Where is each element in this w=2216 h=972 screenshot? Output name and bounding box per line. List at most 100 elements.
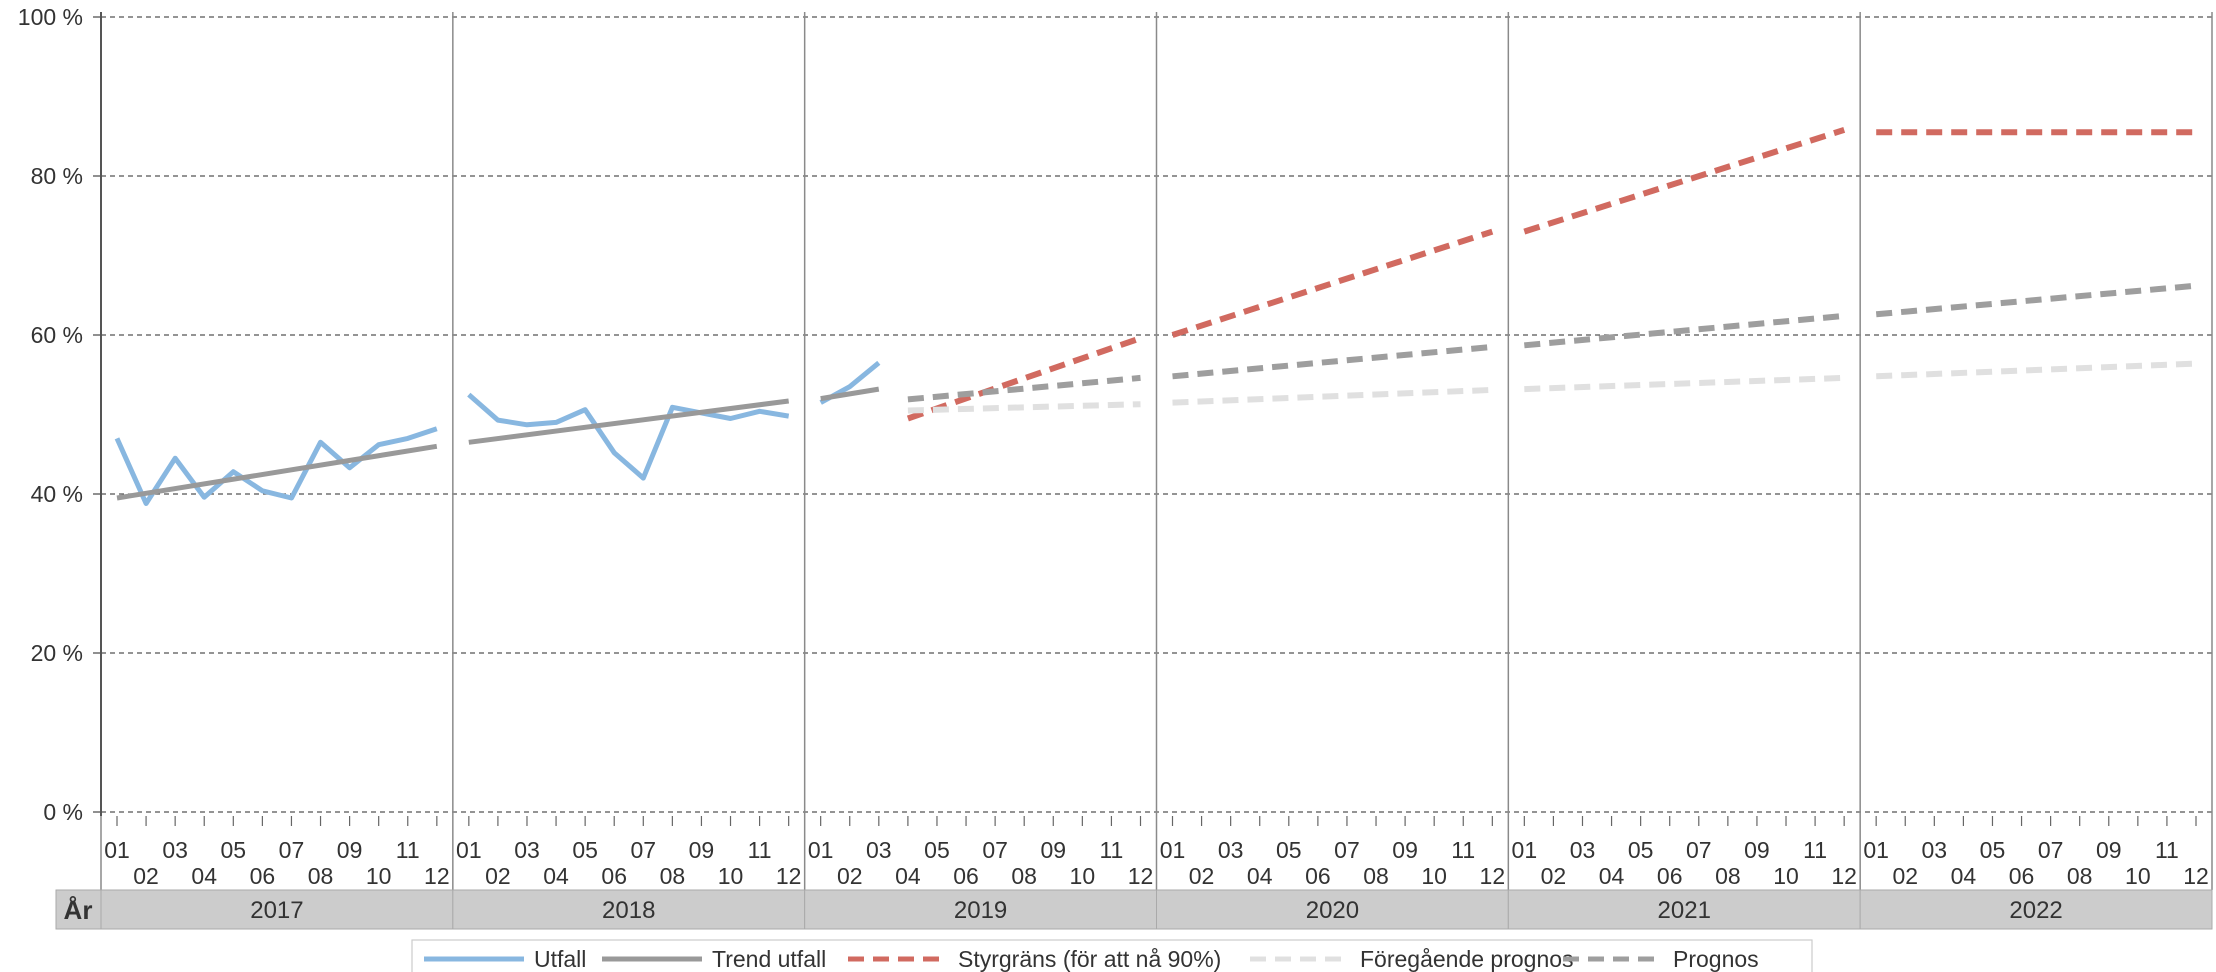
y-tick-label: 60 % xyxy=(31,322,83,348)
series-line xyxy=(1523,127,1846,235)
x-tick-label: 07 xyxy=(982,837,1008,863)
x-tick-label: 08 xyxy=(1715,863,1741,889)
x-tick-label: 09 xyxy=(1744,837,1770,863)
x-tick-label: 01 xyxy=(1512,837,1538,863)
series-line xyxy=(114,426,438,506)
legend-box xyxy=(411,939,1813,972)
x-tick-label: 11 xyxy=(1451,837,1475,863)
y-axis-ticks: 0 % 20 % 40 % 60 % 80 % 100 % xyxy=(18,4,101,825)
x-tick-label: 08 xyxy=(1011,863,1037,889)
x-tick-label: 10 xyxy=(366,863,392,889)
year-cell xyxy=(1507,889,1861,930)
x-tick-label: 06 xyxy=(1657,863,1683,889)
series-line xyxy=(820,386,880,402)
x-tick-label: 05 xyxy=(1628,837,1654,863)
x-tick-label: 04 xyxy=(191,863,217,889)
year-bar: År 2017 2018 2019 2020 2021 2022 xyxy=(55,889,2213,930)
series-trend-utfall xyxy=(116,386,880,501)
year-label: 2020 xyxy=(1306,897,1359,924)
series-layer xyxy=(114,127,2197,506)
y-tick-label: 40 % xyxy=(31,481,83,507)
x-tick-label: 12 xyxy=(1831,863,1857,889)
x-tick-label: 09 xyxy=(337,837,363,863)
y-tick-label: 0 % xyxy=(43,799,83,825)
x-axis-months: 0102030405060708091011120102030405060708… xyxy=(104,816,2209,889)
x-tick-label: 10 xyxy=(1773,863,1799,889)
x-tick-label: 07 xyxy=(630,837,656,863)
x-tick-label: 06 xyxy=(601,863,627,889)
x-tick-label: 11 xyxy=(396,837,420,863)
x-tick-label: 07 xyxy=(2038,837,2064,863)
x-tick-label: 12 xyxy=(2183,863,2209,889)
y-tick-label: 100 % xyxy=(18,4,83,30)
x-tick-label: 02 xyxy=(1189,863,1215,889)
series-f-reg-ende-prognos xyxy=(907,360,2197,414)
series-line xyxy=(1524,374,1845,393)
x-tick-label: 10 xyxy=(2125,863,2151,889)
x-tick-label: 02 xyxy=(837,863,863,889)
x-tick-label: 11 xyxy=(2155,837,2179,863)
year-axis-title-cell xyxy=(55,889,102,930)
x-tick-label: 02 xyxy=(133,863,159,889)
x-tick-label: 12 xyxy=(776,863,802,889)
x-tick-label: 09 xyxy=(689,837,715,863)
legend-label: Trend utfall xyxy=(712,946,826,972)
x-tick-label: 07 xyxy=(1334,837,1360,863)
x-tick-label: 06 xyxy=(250,863,276,889)
x-tick-label: 11 xyxy=(1099,837,1123,863)
x-tick-label: 08 xyxy=(308,863,334,889)
y-tick-label: 80 % xyxy=(31,163,83,189)
x-tick-label: 06 xyxy=(1305,863,1331,889)
x-tick-label: 02 xyxy=(1892,863,1918,889)
x-tick-label: 11 xyxy=(1803,837,1827,863)
series-line xyxy=(1876,360,2197,380)
x-tick-label: 08 xyxy=(660,863,686,889)
x-tick-label: 05 xyxy=(1276,837,1302,863)
x-tick-label: 03 xyxy=(514,837,540,863)
x-tick-label: 03 xyxy=(1922,837,1948,863)
series-line xyxy=(907,401,1141,414)
series-utfall xyxy=(114,360,881,506)
legend-label: Föregående prognos xyxy=(1360,946,1574,972)
x-tick-label: 04 xyxy=(1247,863,1273,889)
x-tick-label: 12 xyxy=(1480,863,1506,889)
x-axis-title: År xyxy=(64,895,93,925)
x-tick-label: 06 xyxy=(953,863,979,889)
series-prognos xyxy=(907,282,2197,403)
x-tick-label: 01 xyxy=(1863,837,1889,863)
x-tick-label: 01 xyxy=(456,837,482,863)
year-label: 2019 xyxy=(954,897,1007,924)
x-tick-label: 12 xyxy=(424,863,450,889)
year-label: 2022 xyxy=(2009,897,2062,924)
x-tick-label: 10 xyxy=(1070,863,1096,889)
x-tick-label: 01 xyxy=(104,837,130,863)
x-tick-label: 07 xyxy=(279,837,305,863)
x-tick-label: 04 xyxy=(1599,863,1625,889)
x-tick-label: 07 xyxy=(1686,837,1712,863)
series-line xyxy=(1172,343,1493,380)
legend-label: Prognos xyxy=(1673,946,1759,972)
series-line xyxy=(1171,228,1494,338)
x-tick-label: 03 xyxy=(162,837,188,863)
x-tick-label: 10 xyxy=(1421,863,1447,889)
x-tick-label: 09 xyxy=(2096,837,2122,863)
x-tick-label: 04 xyxy=(1951,863,1977,889)
year-label: 2018 xyxy=(602,897,655,924)
year-cell xyxy=(1156,889,1509,930)
series-line xyxy=(467,392,790,481)
series-styrgr-ns-f-r-att-n-90 xyxy=(906,127,2196,422)
x-tick-label: 04 xyxy=(543,863,569,889)
legend-label: Styrgräns (för att nå 90%) xyxy=(958,946,1221,972)
x-tick-label: 05 xyxy=(572,837,598,863)
x-tick-label: 08 xyxy=(1363,863,1389,889)
series-line xyxy=(1172,386,1493,406)
year-cell xyxy=(804,889,1158,930)
series-line xyxy=(468,398,790,445)
series-line xyxy=(116,443,438,501)
x-tick-label: 03 xyxy=(866,837,892,863)
x-tick-label: 09 xyxy=(1040,837,1066,863)
x-tick-label: 03 xyxy=(1218,837,1244,863)
year-panels xyxy=(100,12,2213,890)
x-tick-label: 02 xyxy=(485,863,511,889)
